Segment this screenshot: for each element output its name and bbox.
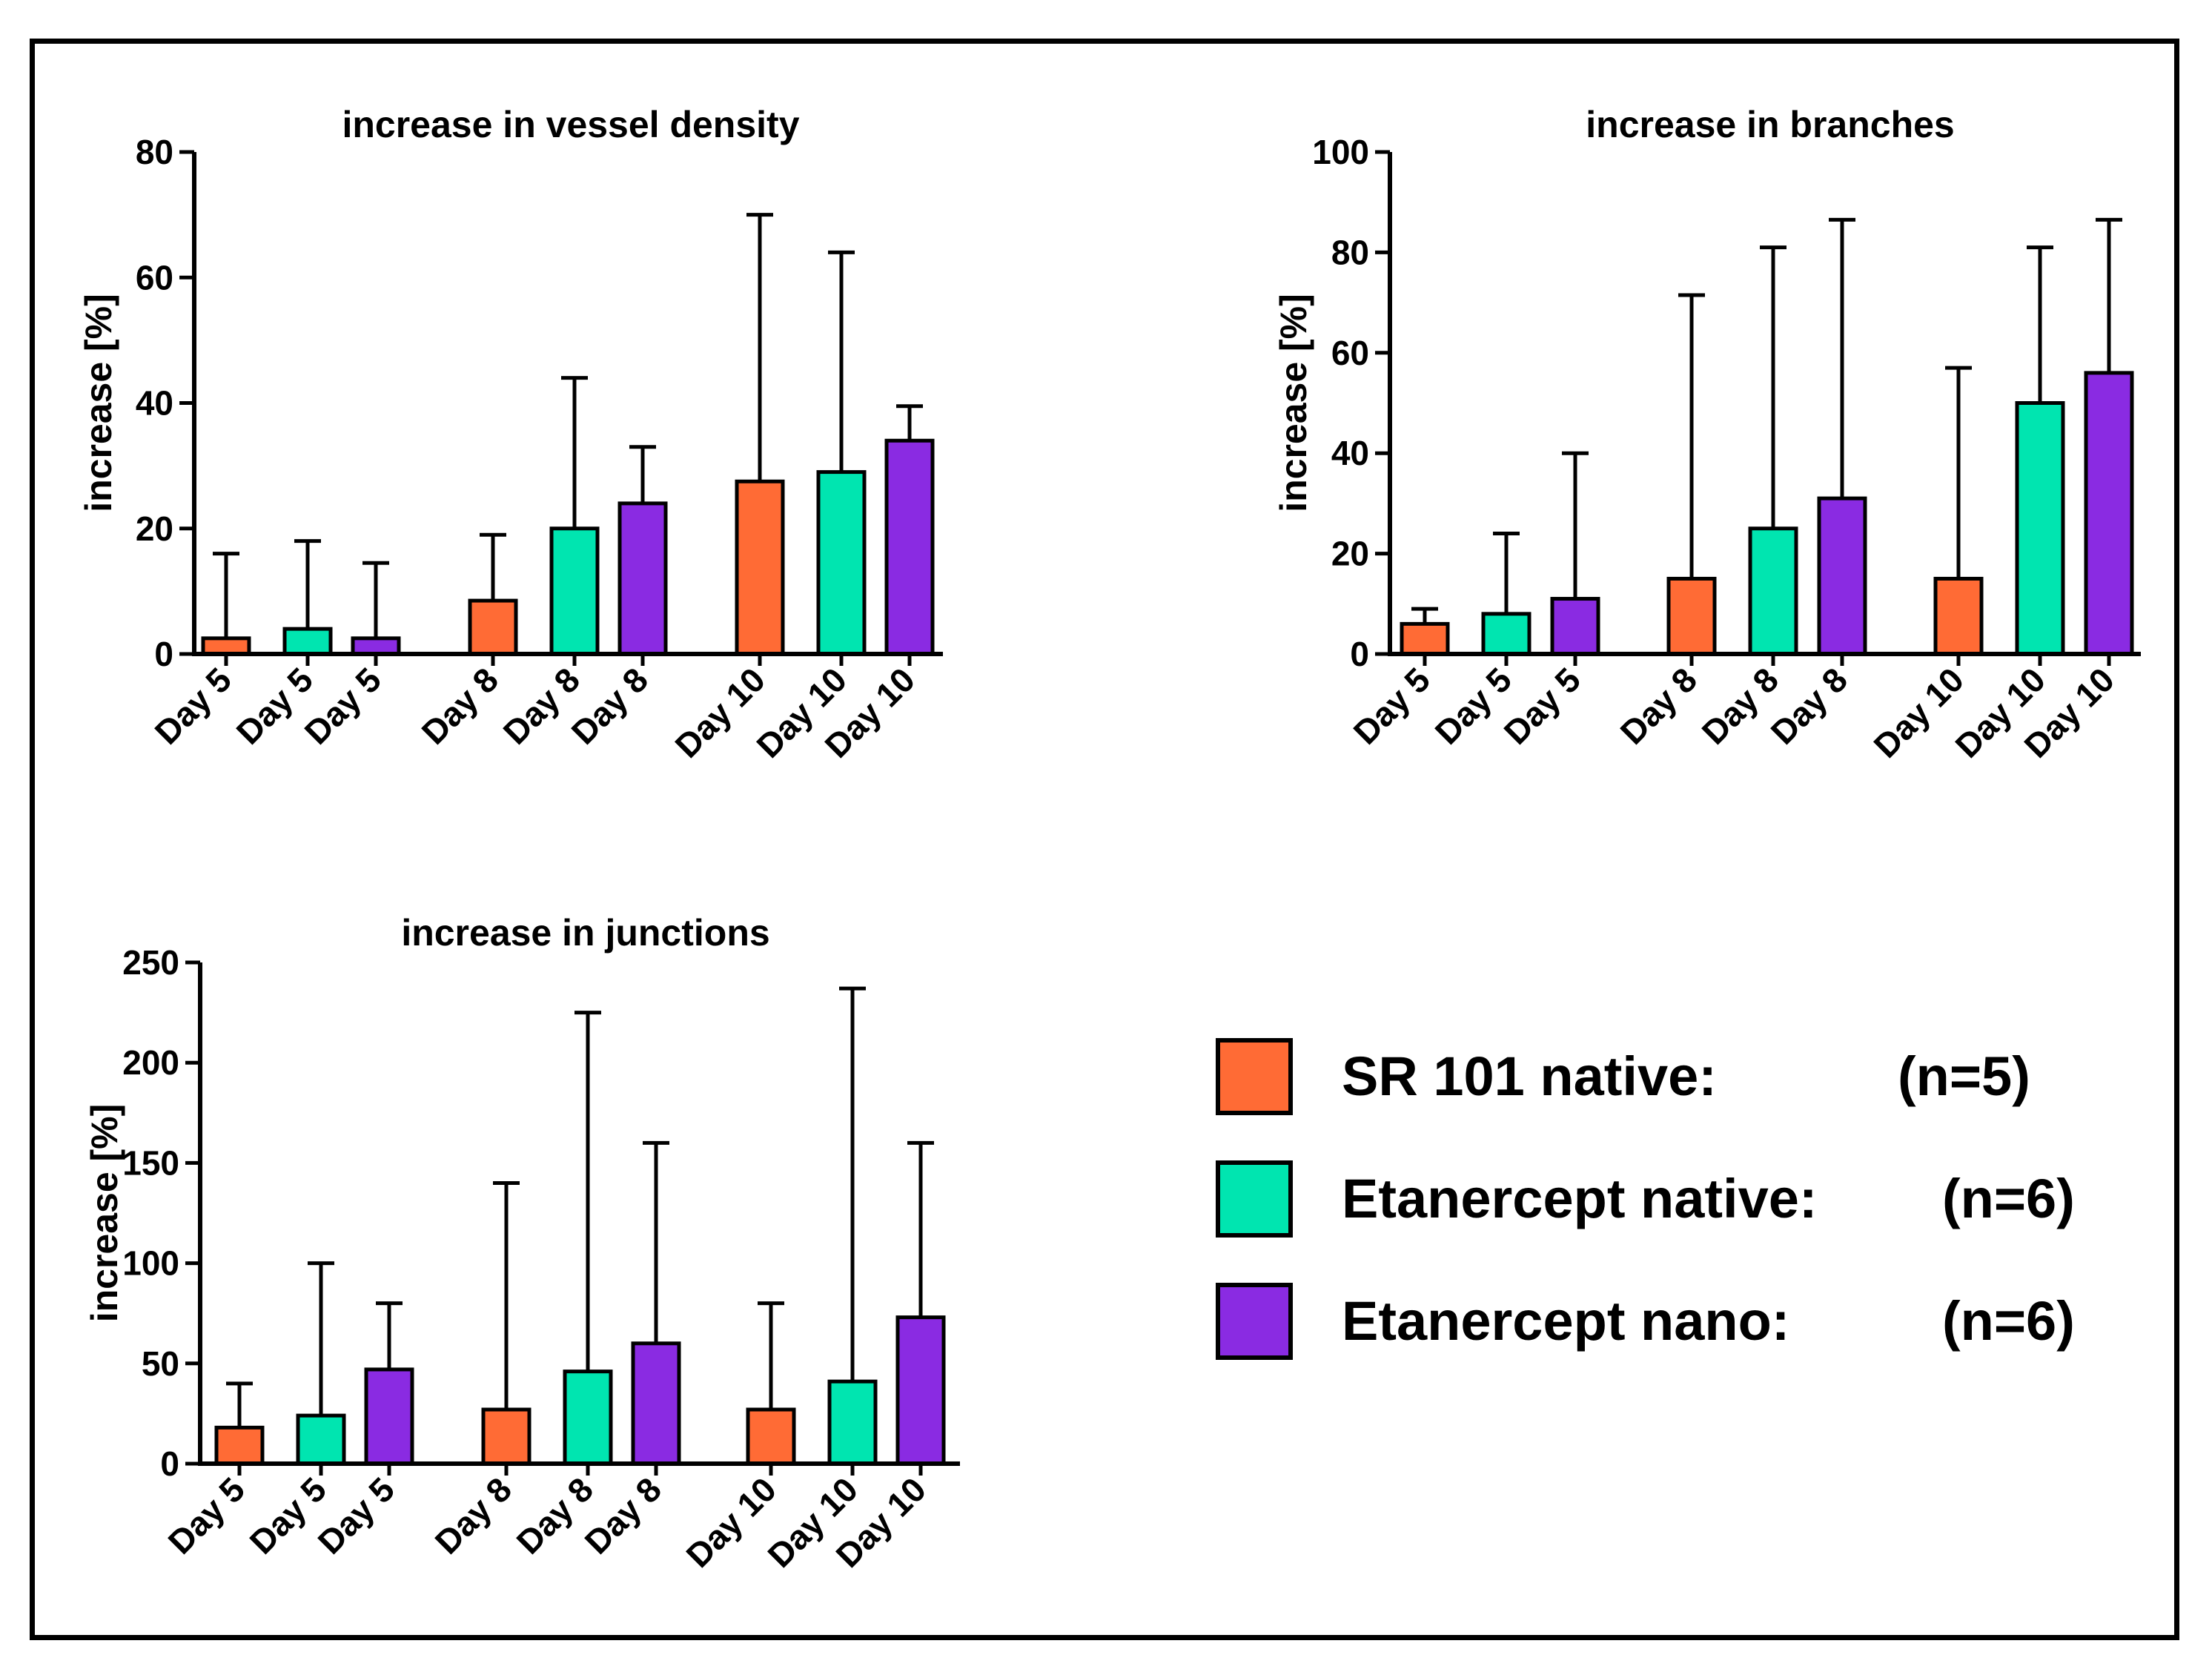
chart-title: increase in vessel density [342,104,799,145]
bar [1400,621,1450,656]
x-tick-label: Day 5 [229,660,321,752]
x-tick-label: Day 5 [242,1470,334,1562]
x-tick-label: Day 5 [311,1470,403,1562]
bar [631,1341,681,1466]
bar [201,636,251,656]
x-tick-label: Day 8 [564,660,656,752]
y-tick-label: 250 [122,943,179,982]
x-tick-label: Day 10 [1866,660,1971,765]
y-tick-label: 0 [160,1444,179,1483]
legend-n: (n=6) [1942,1290,2075,1352]
bar [884,438,935,656]
y-tick-label: 150 [122,1143,179,1182]
bar [282,627,333,656]
y-tick-label: 60 [1331,334,1369,372]
legend-label: SR 101 native: [1342,1045,1717,1107]
x-tick-label: Day 8 [428,1470,520,1562]
bar [1748,526,1798,656]
x-tick-label: Day 5 [161,1470,253,1562]
x-tick-label: Day 5 [1428,660,1520,752]
y-tick-label: 80 [1331,233,1369,271]
y-tick-label: 80 [136,133,173,171]
y-tick-label: 200 [122,1043,179,1082]
bar [2084,371,2134,656]
legend-label: Etanercept nano: [1342,1290,1790,1352]
bar [735,479,785,656]
legend-swatch-etanercept-nano [1216,1283,1293,1360]
bar [1550,597,1600,656]
x-tick-label: Day 5 [148,660,239,752]
bar [746,1407,796,1466]
x-tick-label: Day 10 [667,660,772,765]
y-axis-label: increase [%] [84,1104,125,1323]
bar [549,526,600,656]
bar [481,1407,532,1466]
bar [296,1413,346,1466]
legend-swatch-etanercept-native [1216,1160,1293,1238]
bar [827,1379,878,1466]
legend-item-etanercept-native: Etanercept native: (n=6) [1216,1160,2105,1242]
legend-item-etanercept-nano: Etanercept nano: (n=6) [1216,1283,2105,1364]
legend-item-sr101: SR 101 native: (n=5) [1216,1038,2105,1120]
bar [1666,576,1717,656]
chart-title: increase in junctions [401,912,769,954]
bar [563,1370,613,1466]
y-tick-label: 60 [136,258,173,297]
y-tick-label: 50 [142,1344,179,1383]
legend-swatch-sr101 [1216,1038,1293,1115]
y-tick-label: 100 [1312,133,1369,171]
y-axis-label: increase [%] [1273,294,1314,512]
y-tick-label: 40 [1331,434,1369,472]
bar [895,1315,946,1466]
bar [816,470,867,656]
legend-n: (n=6) [1942,1168,2075,1229]
y-axis-label: increase [%] [78,294,119,512]
y-tick-label: 20 [1331,535,1369,573]
chart-title: increase in branches [1586,104,1954,145]
bar [1817,496,1867,656]
bar [617,501,668,656]
x-tick-label: Day 8 [1764,660,1855,752]
chart-panel-1: increase in vessel density increase [%] Da… [78,104,943,765]
bar [364,1367,414,1466]
y-tick-label: 100 [122,1244,179,1283]
x-tick-label: Day 5 [1346,660,1438,752]
x-tick-label: Day 5 [297,660,389,752]
bar [351,636,401,656]
legend-n: (n=5) [1898,1045,2030,1107]
x-tick-label: Day 10 [678,1470,784,1575]
bar [214,1425,265,1466]
x-tick-label: Day 8 [509,1470,601,1562]
bar [1933,576,1984,656]
bar [1481,612,1531,656]
x-tick-label: Day 5 [1497,660,1589,752]
y-tick-label: 40 [136,384,173,423]
y-tick-label: 0 [154,635,173,673]
x-tick-label: Day 8 [1695,660,1787,752]
y-tick-label: 0 [1350,635,1369,673]
y-tick-label: 20 [136,509,173,548]
legend-label: Etanercept native: [1342,1168,1818,1229]
x-tick-label: Day 8 [414,660,506,752]
bar [2015,401,2065,656]
x-tick-label: Day 8 [577,1470,669,1562]
x-tick-label: Day 8 [496,660,588,752]
bar [468,598,518,656]
x-tick-label: Day 8 [1613,660,1705,752]
